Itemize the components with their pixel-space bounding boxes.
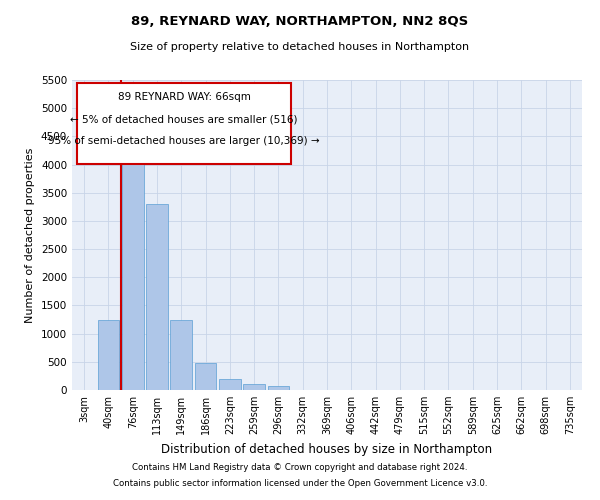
Text: ← 5% of detached houses are smaller (516): ← 5% of detached houses are smaller (516… bbox=[70, 114, 298, 124]
Bar bbox=[268, 386, 289, 390]
Bar bbox=[97, 320, 119, 390]
Y-axis label: Number of detached properties: Number of detached properties bbox=[25, 148, 35, 322]
Bar bbox=[170, 320, 192, 390]
Bar bbox=[219, 378, 241, 390]
Bar bbox=[194, 363, 217, 390]
Text: 95% of semi-detached houses are larger (10,369) →: 95% of semi-detached houses are larger (… bbox=[49, 136, 320, 146]
FancyBboxPatch shape bbox=[77, 83, 291, 164]
X-axis label: Distribution of detached houses by size in Northampton: Distribution of detached houses by size … bbox=[161, 442, 493, 456]
Bar bbox=[146, 204, 168, 390]
Text: 89 REYNARD WAY: 66sqm: 89 REYNARD WAY: 66sqm bbox=[118, 92, 251, 102]
Text: 89, REYNARD WAY, NORTHAMPTON, NN2 8QS: 89, REYNARD WAY, NORTHAMPTON, NN2 8QS bbox=[131, 15, 469, 28]
Bar bbox=[122, 148, 143, 390]
Text: Size of property relative to detached houses in Northampton: Size of property relative to detached ho… bbox=[130, 42, 470, 52]
Bar bbox=[243, 384, 265, 390]
Text: Contains public sector information licensed under the Open Government Licence v3: Contains public sector information licen… bbox=[113, 478, 487, 488]
Text: Contains HM Land Registry data © Crown copyright and database right 2024.: Contains HM Land Registry data © Crown c… bbox=[132, 464, 468, 472]
